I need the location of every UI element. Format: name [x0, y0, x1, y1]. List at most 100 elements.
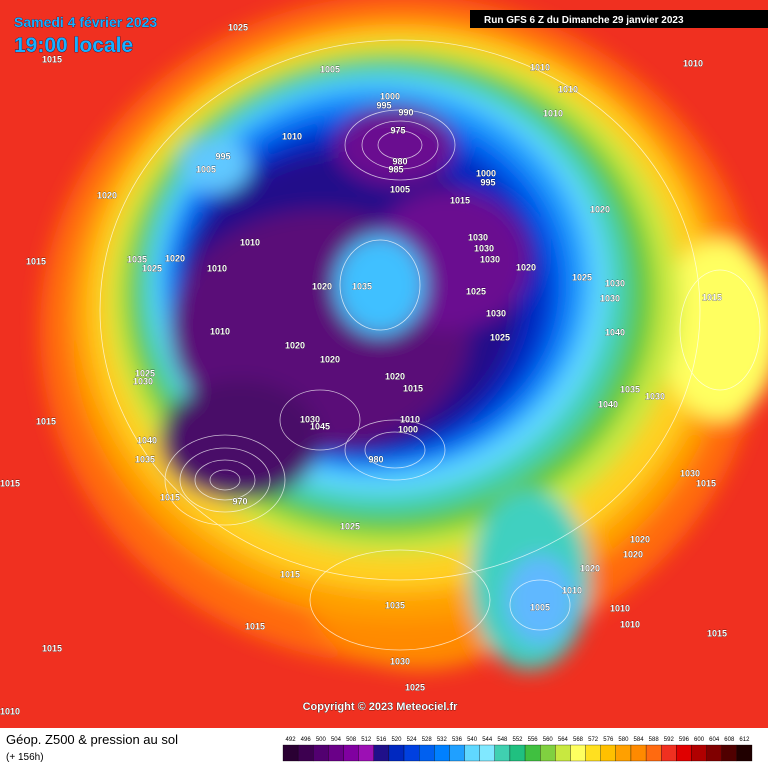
pressure-label: 1040	[598, 399, 618, 409]
colorbar-swatch	[615, 744, 632, 762]
pressure-label: 1020	[630, 534, 650, 544]
pressure-label: 995	[376, 100, 391, 110]
pressure-label: 1010	[610, 603, 630, 613]
colorbar-swatch	[419, 744, 435, 762]
colorbar-label: 524	[407, 737, 418, 743]
pressure-label: 1040	[137, 435, 157, 445]
colorbar-swatch	[676, 744, 692, 762]
pressure-label: 1030	[390, 656, 410, 666]
pressure-label: 995	[480, 177, 495, 187]
colorbar-label: 576	[603, 737, 614, 743]
pressure-label: 1015	[403, 383, 423, 393]
colorbar-label: 492	[286, 737, 297, 743]
pressure-label: 1035	[385, 600, 405, 610]
colorbar-swatch	[540, 744, 556, 762]
colorbar-swatch	[373, 744, 390, 762]
pressure-label: 1025	[490, 332, 510, 342]
pressure-label: 1020	[165, 253, 185, 263]
pressure-label: 1030	[605, 278, 625, 288]
colorbar: 492 496 500 504 508 512 516 520 524 528 532 536 540 5…	[282, 737, 753, 762]
colorbar-swatch	[706, 744, 722, 762]
pressure-label: 1010	[207, 263, 227, 273]
pressure-label: 1020	[623, 549, 643, 559]
pressure-label: 1025	[340, 521, 360, 531]
pressure-label: 1025	[135, 368, 155, 378]
pressure-label: 970	[232, 496, 247, 506]
pressure-label: 1000	[380, 91, 400, 101]
colorbar-swatch	[358, 744, 374, 762]
pressure-label: 1000	[398, 424, 418, 434]
colorbar-swatch	[630, 744, 647, 762]
colorbar-label: 516	[376, 737, 387, 743]
isobars	[99, 39, 761, 651]
colorbar-swatch	[524, 744, 541, 762]
pressure-label: 1020	[580, 563, 600, 573]
pressure-label: 1005	[196, 164, 216, 174]
pressure-label: 1010	[210, 326, 230, 336]
pressure-label: 990	[398, 107, 413, 117]
pressure-label: 1025	[405, 682, 425, 692]
colorbar-swatch	[282, 744, 299, 762]
pressure-label: 1015	[0, 478, 20, 488]
pressure-label: 1030	[474, 243, 494, 253]
colorbar-swatch	[297, 744, 314, 762]
colorbar-swatch	[570, 744, 586, 762]
colorbar-swatch	[585, 744, 601, 762]
colorbar-label: 588	[649, 737, 660, 743]
colorbar-swatch	[328, 744, 344, 762]
colorbar-label: 532	[437, 737, 448, 743]
pressure-label: 1020	[590, 204, 610, 214]
colorbar-label: 568	[573, 737, 584, 743]
pressure-label: 1015	[450, 195, 470, 205]
colorbar-label: 552	[512, 737, 523, 743]
pressure-label: 1030	[133, 376, 153, 386]
pressure-label: 1005	[530, 602, 550, 612]
colorbar-swatch	[434, 744, 450, 762]
pressure-label: 1030	[468, 232, 488, 242]
pressure-label: 1020	[312, 281, 332, 291]
colorbar-swatch	[343, 744, 359, 762]
colorbar-label: 604	[709, 737, 720, 743]
colorbar-label: 520	[391, 737, 402, 743]
colorbar-swatch	[388, 744, 405, 762]
pressure-label: 1030	[300, 414, 320, 424]
colorbar-label: 540	[467, 737, 478, 743]
colorbar-label: 584	[634, 737, 645, 743]
colorbar-label: 572	[588, 737, 599, 743]
colorbar-label: 564	[558, 737, 569, 743]
pressure-label: 1030	[680, 468, 700, 478]
colorbar-swatch	[645, 744, 662, 762]
colorbar-label: 528	[422, 737, 433, 743]
pressure-label: 1015	[26, 256, 46, 266]
colorbar-label: 612	[739, 737, 750, 743]
pressure-label: 1015	[245, 621, 265, 631]
colorbar-swatch	[479, 744, 495, 762]
pressure-label: 1015	[707, 628, 727, 638]
pressure-label: 1010	[543, 108, 563, 118]
pressure-label: 1035	[127, 254, 147, 264]
colorbar-swatch	[555, 744, 571, 762]
colorbar-swatch	[509, 744, 526, 762]
colorbar-swatch	[736, 744, 753, 762]
colorbar-swatch	[494, 744, 511, 762]
colorbar-label: 600	[694, 737, 705, 743]
pressure-label: 1020	[320, 354, 340, 364]
run-banner	[470, 10, 768, 28]
pressure-label: 1010	[558, 84, 578, 94]
pressure-label: 1030	[600, 293, 620, 303]
pressure-label: 1030	[486, 308, 506, 318]
colorbar-swatch	[600, 744, 616, 762]
pressure-label: 1020	[285, 340, 305, 350]
pressure-label: 1020	[385, 371, 405, 381]
pressure-label: 1015	[160, 492, 180, 502]
colorbar-label: 608	[724, 737, 735, 743]
pressure-label: 1010	[0, 706, 20, 716]
pressure-label: 995	[215, 151, 230, 161]
pressure-label: 1025	[228, 22, 248, 32]
pressure-label: 980	[392, 156, 407, 166]
pressure-label: 1020	[516, 262, 536, 272]
colorbar-swatch	[403, 744, 420, 762]
